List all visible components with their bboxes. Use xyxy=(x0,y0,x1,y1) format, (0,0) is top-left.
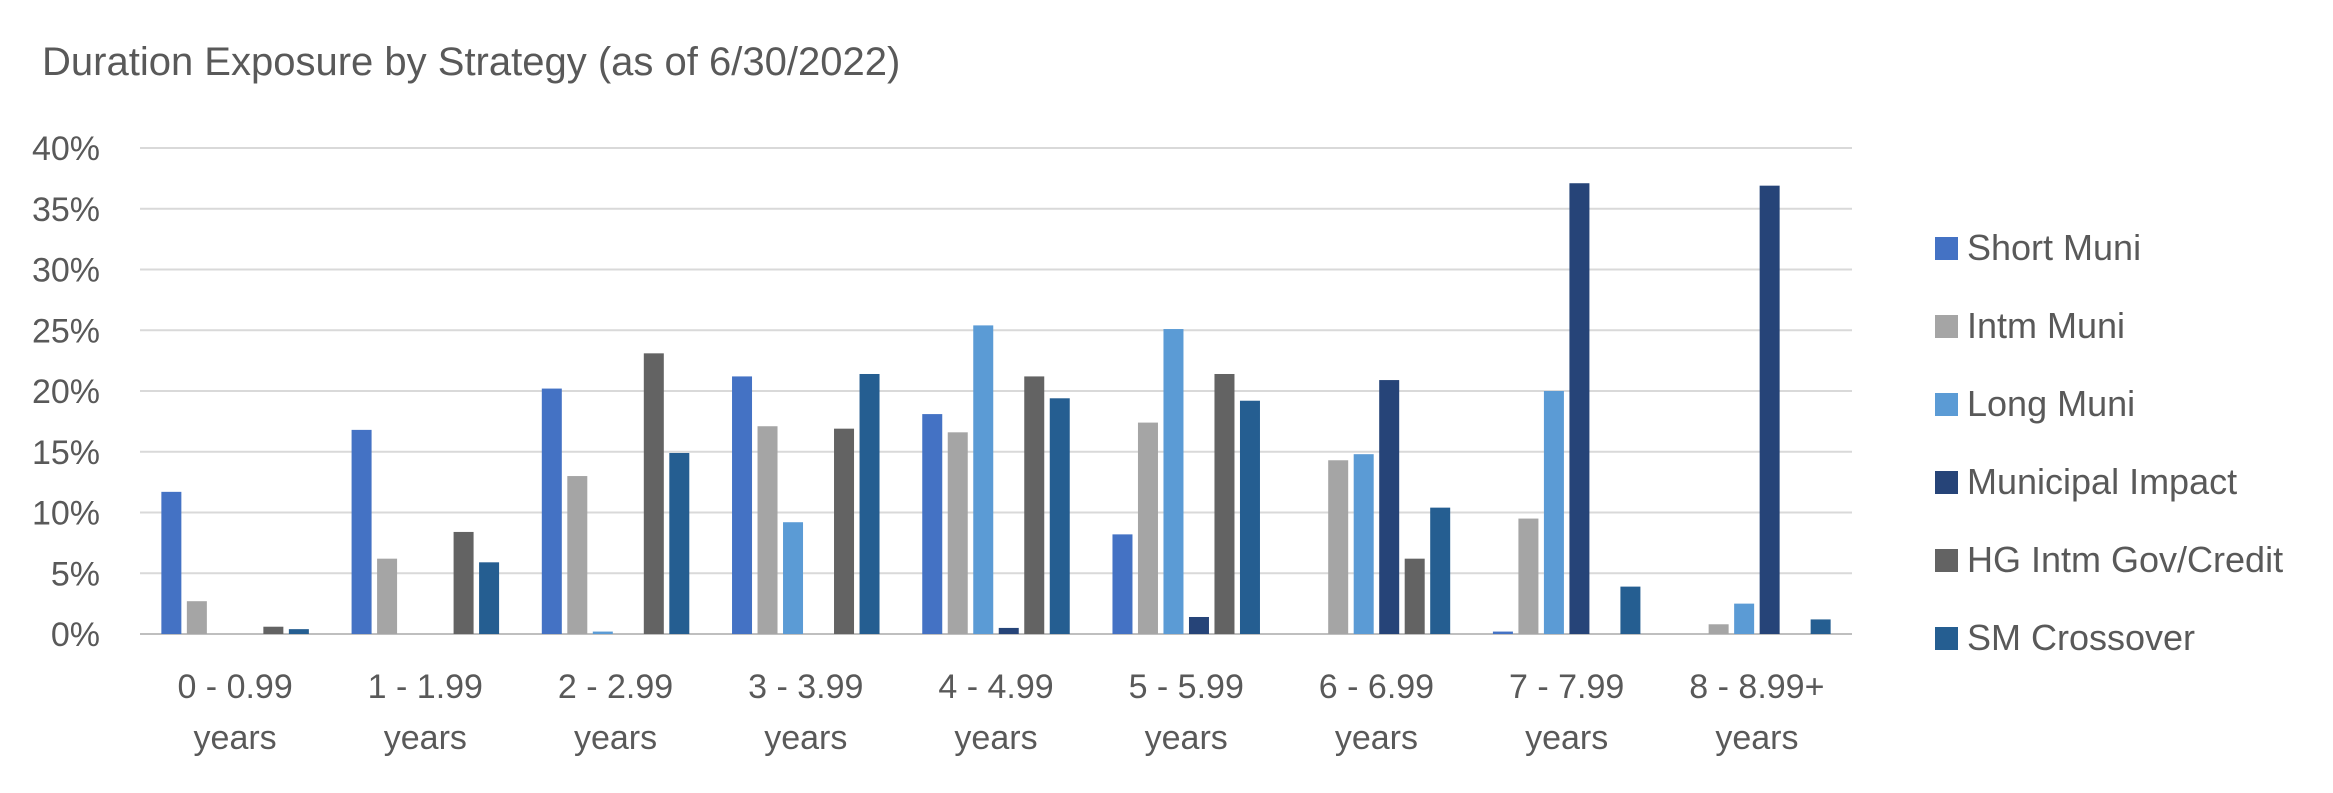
bar-long-muni xyxy=(1353,454,1374,634)
bar-intm-muni xyxy=(1708,624,1729,634)
bar-short-muni xyxy=(922,414,943,634)
y-tick-label: 35% xyxy=(32,191,100,229)
x-category-label: 6 - 6.99 xyxy=(1319,668,1434,706)
x-category-label: 1 - 1.99 xyxy=(368,668,483,706)
bar-hg-intm-gov-credit xyxy=(834,428,855,634)
bar-short-muni xyxy=(541,388,562,634)
legend-swatch xyxy=(1935,393,1958,416)
x-category-label: years xyxy=(194,719,277,757)
bar-intm-muni xyxy=(947,432,968,634)
gridlines xyxy=(140,147,1852,635)
bar-sm-crossover xyxy=(859,373,880,634)
x-category-label: years xyxy=(954,719,1037,757)
x-category-label: 5 - 5.99 xyxy=(1129,668,1244,706)
y-tick-label: 15% xyxy=(32,434,100,472)
bar-municipal-impact xyxy=(998,627,1019,634)
bar-long-muni xyxy=(1163,329,1184,634)
x-category-label: 2 - 2.99 xyxy=(558,668,673,706)
legend: Short Muni Intm Muni Long Muni Municipal Im… xyxy=(1935,227,2283,658)
legend-label: SM Crossover xyxy=(1967,617,2195,658)
x-category-label: years xyxy=(764,719,847,757)
x-category-label: 8 - 8.99+ xyxy=(1689,668,1824,706)
bar-sm-crossover xyxy=(1239,400,1260,634)
legend-swatch xyxy=(1935,315,1958,338)
x-category-label: 7 - 7.99 xyxy=(1509,668,1624,706)
legend-swatch xyxy=(1935,237,1958,260)
bar-short-muni xyxy=(1112,534,1133,634)
bar-municipal-impact xyxy=(1379,380,1400,634)
bar-intm-muni xyxy=(1328,460,1349,634)
x-category-label: years xyxy=(1335,719,1418,757)
bar-sm-crossover xyxy=(1620,586,1641,634)
y-tick-label: 20% xyxy=(32,373,100,411)
legend-label: Intm Muni xyxy=(1967,305,2125,346)
x-category-label: years xyxy=(384,719,467,757)
bar-intm-muni xyxy=(1137,422,1158,634)
x-category-label: years xyxy=(574,719,657,757)
legend-swatch xyxy=(1935,549,1958,572)
bar-sm-crossover xyxy=(479,562,500,634)
bar-short-muni xyxy=(161,491,182,634)
bar-short-muni xyxy=(351,429,372,634)
bar-long-muni xyxy=(592,631,613,634)
y-tick-label: 10% xyxy=(32,495,100,533)
bar-long-muni xyxy=(1543,391,1564,634)
bar-intm-muni xyxy=(186,601,207,634)
x-category-label: 4 - 4.99 xyxy=(938,668,1053,706)
bar-short-muni xyxy=(1492,631,1513,634)
bar-long-muni xyxy=(1734,603,1755,634)
legend-label: Municipal Impact xyxy=(1967,461,2237,502)
bar-hg-intm-gov-credit xyxy=(263,626,284,634)
legend-label: Short Muni xyxy=(1967,227,2141,268)
legend-swatch xyxy=(1935,627,1958,650)
bar-short-muni xyxy=(732,376,753,634)
bar-municipal-impact xyxy=(1759,185,1780,635)
bar-hg-intm-gov-credit xyxy=(1024,376,1045,634)
x-category-label: years xyxy=(1145,719,1228,757)
bar-sm-crossover xyxy=(669,452,690,634)
bar-intm-muni xyxy=(377,558,398,634)
bar-hg-intm-gov-credit xyxy=(453,531,474,634)
bars xyxy=(161,183,1831,635)
legend-swatch xyxy=(1935,471,1958,494)
legend-label: Long Muni xyxy=(1967,383,2135,424)
bar-sm-crossover xyxy=(1049,398,1070,634)
x-category-label: 0 - 0.99 xyxy=(177,668,292,706)
bar-intm-muni xyxy=(757,426,778,634)
x-axis-categories: 0 - 0.99 years 1 - 1.99 years 2 - 2.99 years 3… xyxy=(177,668,1824,757)
bar-sm-crossover xyxy=(1810,619,1831,634)
y-tick-label: 0% xyxy=(51,616,100,654)
legend-label: HG Intm Gov/Credit xyxy=(1967,539,2283,580)
bar-long-muni xyxy=(783,522,804,634)
bar-intm-muni xyxy=(1518,518,1539,634)
x-category-label: years xyxy=(1715,719,1798,757)
bar-intm-muni xyxy=(567,476,588,634)
bar-hg-intm-gov-credit xyxy=(1404,558,1425,634)
y-tick-label: 25% xyxy=(32,312,100,350)
bar-hg-intm-gov-credit xyxy=(1214,373,1235,634)
y-axis-ticks: 0% 5% 10% 15% 20% 25% 30% 35% 40% xyxy=(32,130,100,654)
bar-municipal-impact xyxy=(1569,183,1590,635)
bar-municipal-impact xyxy=(1188,616,1209,634)
bar-long-muni xyxy=(973,325,994,634)
y-tick-label: 5% xyxy=(51,555,100,593)
x-category-label: 3 - 3.99 xyxy=(748,668,863,706)
bar-sm-crossover xyxy=(288,629,309,634)
bar-sm-crossover xyxy=(1430,507,1451,634)
y-tick-label: 40% xyxy=(32,130,100,168)
y-tick-label: 30% xyxy=(32,252,100,290)
x-category-label: years xyxy=(1525,719,1608,757)
chart-title: Duration Exposure by Strategy (as of 6/3… xyxy=(42,40,900,84)
bar-hg-intm-gov-credit xyxy=(643,353,664,634)
